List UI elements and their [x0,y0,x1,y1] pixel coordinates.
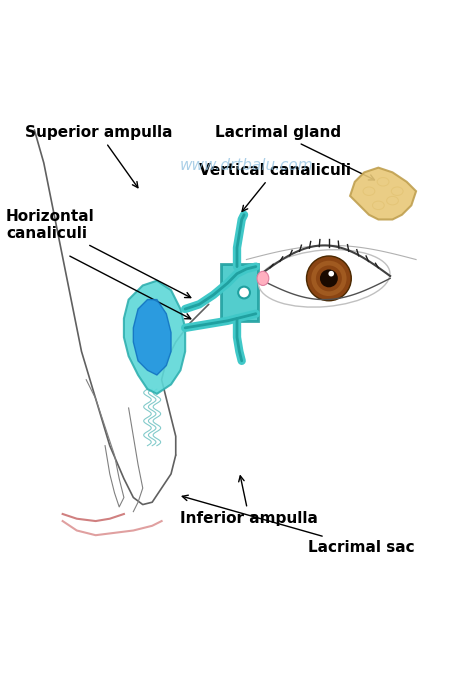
Polygon shape [350,168,416,220]
Text: Lacrimal gland: Lacrimal gland [215,125,374,180]
Ellipse shape [320,269,338,287]
Ellipse shape [328,271,334,276]
Ellipse shape [316,265,342,291]
Text: Vertical canaliculi: Vertical canaliculi [199,163,351,211]
Text: Superior ampulla: Superior ampulla [25,125,173,187]
Text: www.drtbalu.com: www.drtbalu.com [180,158,313,173]
Ellipse shape [307,256,351,301]
Polygon shape [133,300,171,375]
Text: Inferior ampulla: Inferior ampulla [181,476,319,527]
Text: Lacrimal sac: Lacrimal sac [182,495,414,555]
Ellipse shape [257,272,269,285]
Ellipse shape [238,287,250,298]
Text: Horizontal
canaliculi: Horizontal canaliculi [6,209,191,298]
FancyBboxPatch shape [220,264,258,321]
Ellipse shape [311,261,346,296]
Ellipse shape [258,250,390,307]
Polygon shape [124,280,185,394]
